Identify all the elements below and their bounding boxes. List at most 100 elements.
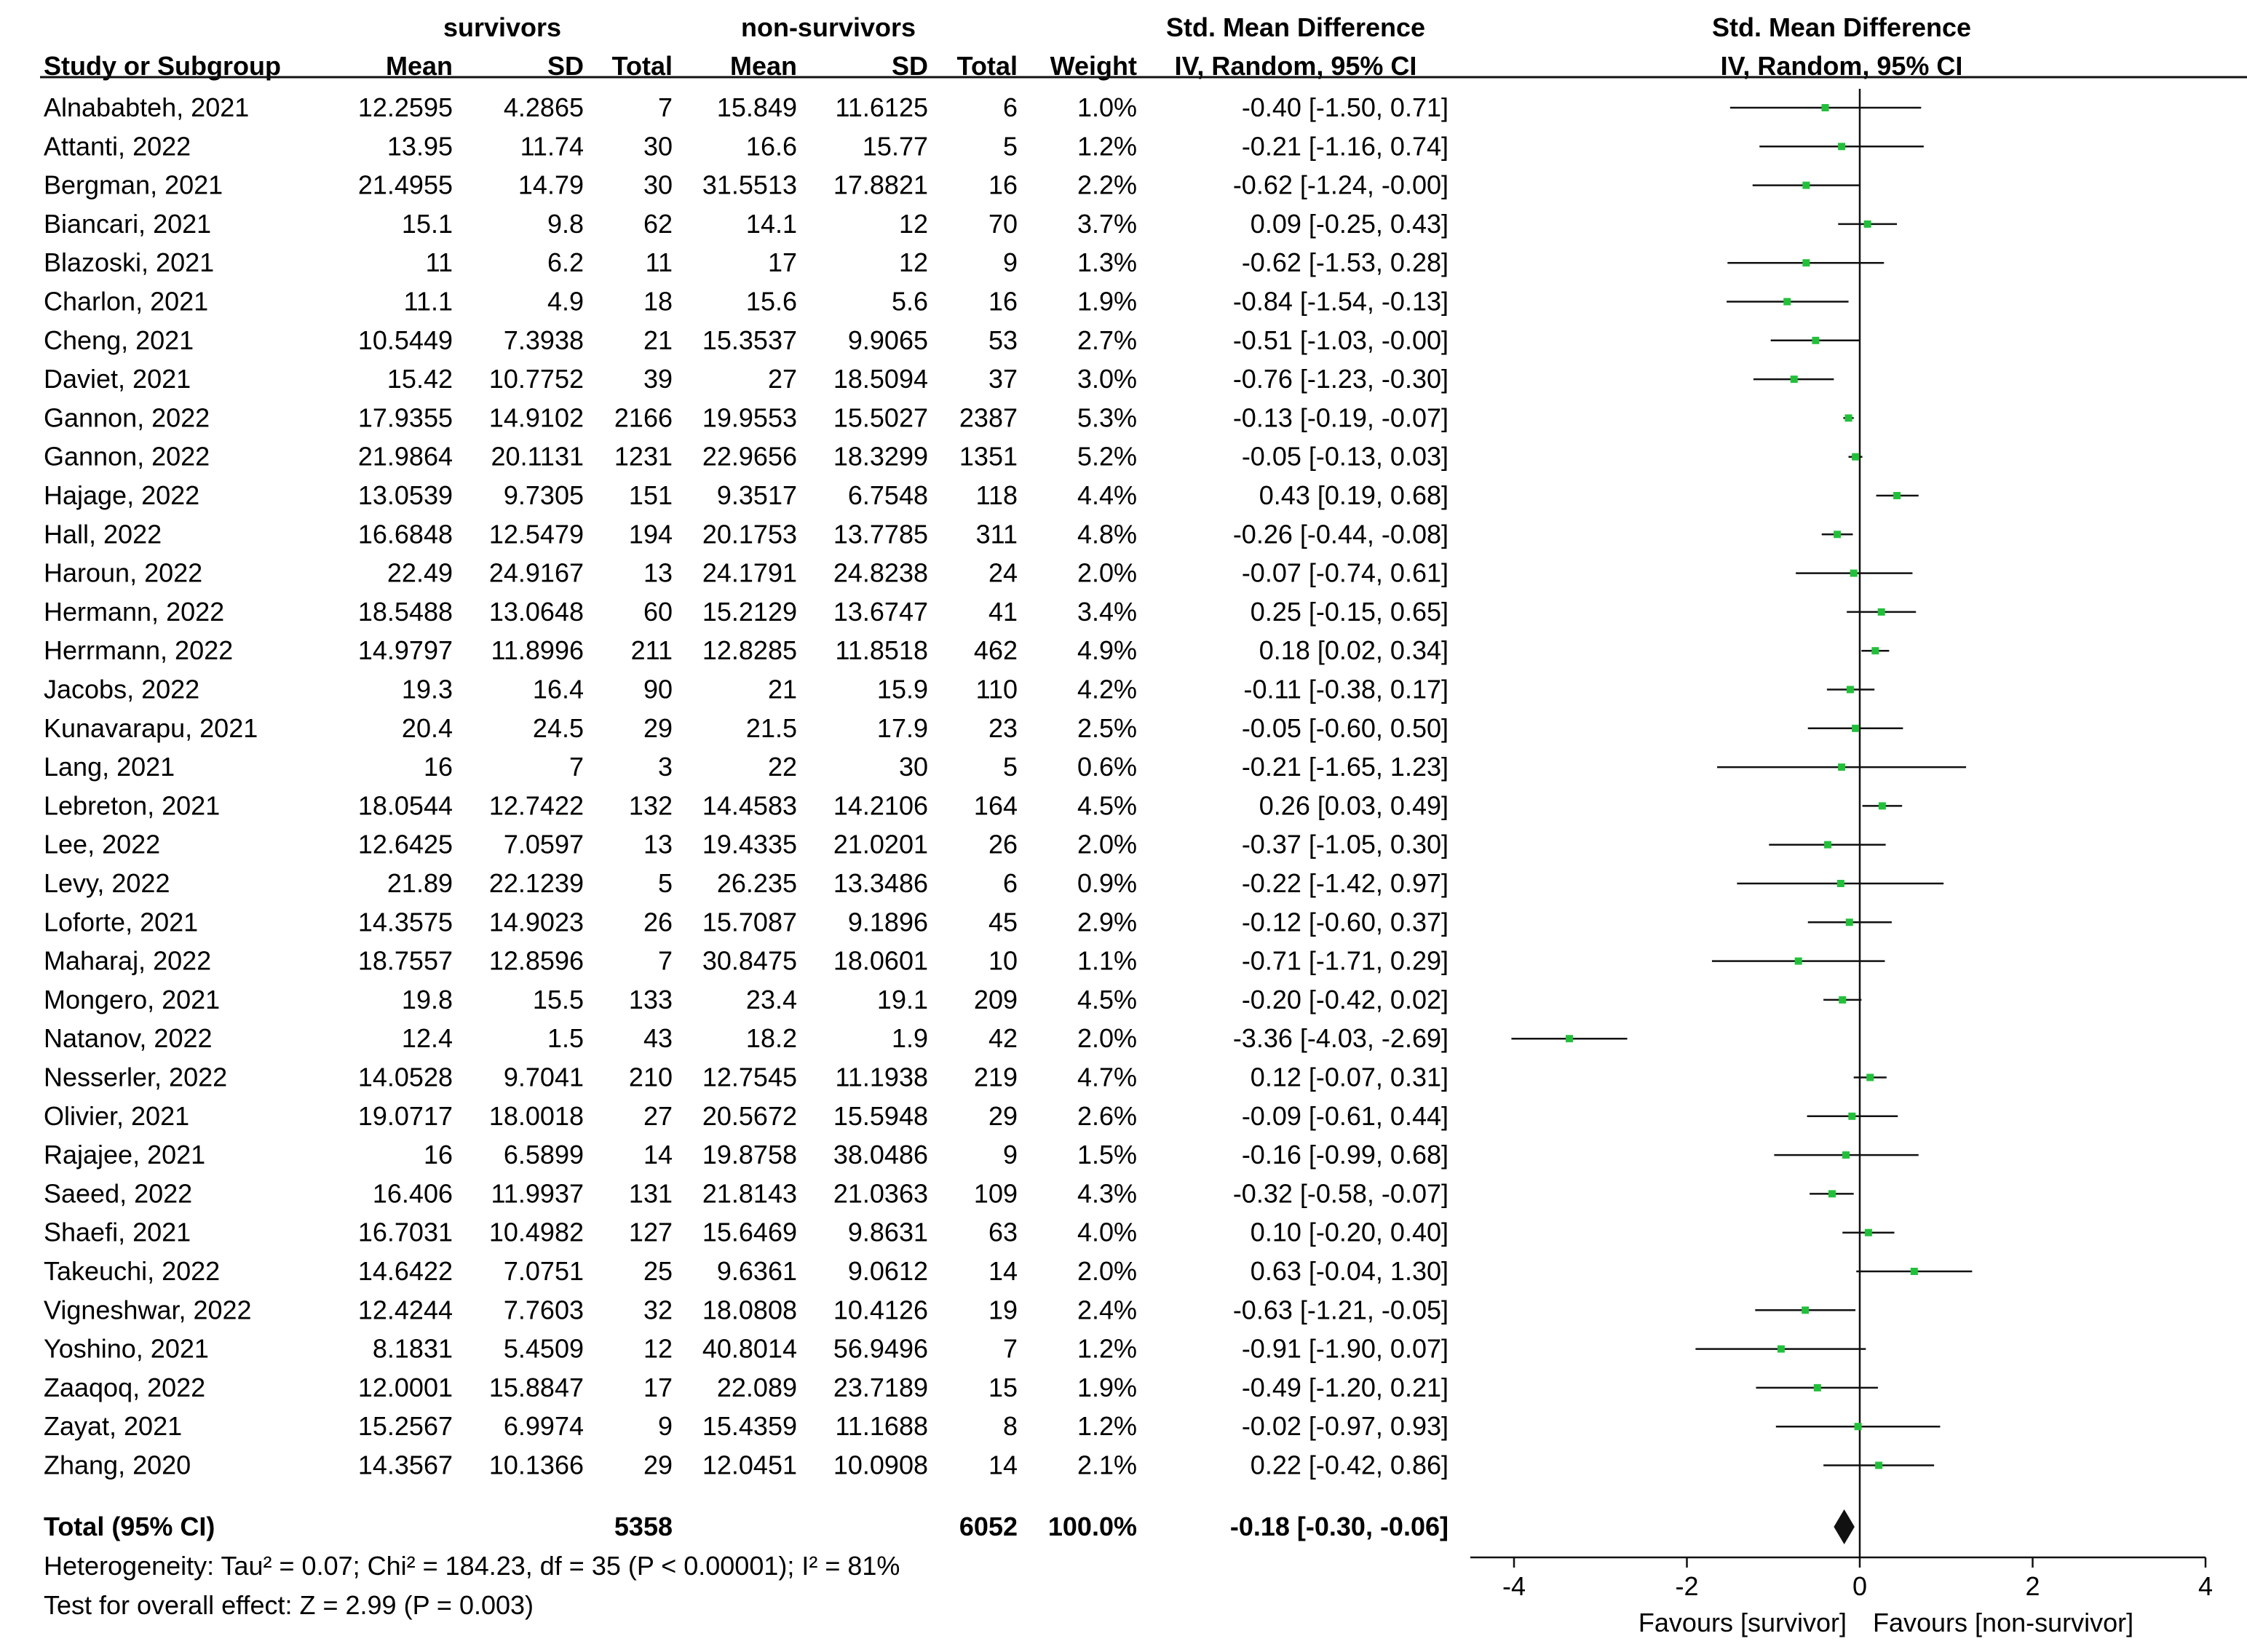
- favours-right-label: Favours [non-survivor]: [1873, 1608, 2133, 1637]
- study-ci: -0.49 [-1.20, 0.21]: [1242, 1373, 1449, 1402]
- survivor-total: 14: [643, 1140, 673, 1169]
- survivor-total: 30: [643, 131, 673, 161]
- study-weight: 2.2%: [1077, 170, 1137, 200]
- survivor-sd: 7.7603: [504, 1295, 584, 1325]
- table-row: Biancari, 2021 15.1 9.8 62 14.1 12 70 3.7% 0.09 …: [44, 209, 1449, 239]
- study-name: Olivier, 2021: [44, 1101, 189, 1131]
- nonsurvivor-mean: 24.1791: [702, 558, 797, 588]
- table-row: Hall, 2022 16.6848 12.5479 194 20.1753 13.778…: [44, 519, 1449, 549]
- col-total2: Total: [957, 51, 1018, 81]
- nonsurvivor-sd: 1.9: [892, 1023, 928, 1053]
- survivor-mean: 13.0539: [358, 480, 453, 510]
- table-row: Jacobs, 2022 19.3 16.4 90 21 15.9 110 4.2% -0.11…: [44, 675, 1449, 704]
- study-weight: 4.5%: [1077, 985, 1137, 1014]
- survivor-total: 13: [643, 830, 673, 859]
- nonsurvivor-total: 19: [988, 1295, 1018, 1325]
- nonsurvivor-sd: 13.7785: [833, 519, 928, 549]
- study-weight: 4.4%: [1077, 480, 1137, 510]
- study-weight: 4.3%: [1077, 1178, 1137, 1208]
- survivor-mean: 12.4: [402, 1023, 453, 1053]
- nonsurvivor-sd: 23.7189: [833, 1373, 928, 1402]
- table-row: Shaefi, 2021 16.7031 10.4982 127 15.6469 9.86…: [44, 1218, 1449, 1247]
- study-name: Lang, 2021: [44, 752, 175, 782]
- study-weight: 3.4%: [1077, 597, 1137, 627]
- nonsurvivor-mean: 22: [768, 752, 797, 782]
- nonsurvivor-mean: 19.4335: [702, 830, 797, 859]
- survivor-sd: 10.1366: [489, 1450, 584, 1480]
- study-ci: 0.09 [-0.25, 0.43]: [1251, 209, 1449, 239]
- survivor-sd: 6.5899: [504, 1140, 584, 1169]
- nonsurvivor-sd: 12: [899, 209, 928, 239]
- effect-marker: [1863, 220, 1871, 228]
- study-name: Lebreton, 2021: [44, 790, 220, 820]
- nonsurvivor-total: 29: [988, 1101, 1018, 1131]
- x-tick-label: -2: [1675, 1571, 1698, 1601]
- study-weight: 2.4%: [1077, 1295, 1137, 1325]
- nonsurvivor-sd: 15.5948: [833, 1101, 928, 1131]
- effect-marker: [1878, 802, 1886, 810]
- table-row: Kunavarapu, 2021 20.4 24.5 29 21.5 17.9 23 2.5%…: [44, 713, 1449, 743]
- survivor-sd: 5.4509: [504, 1334, 584, 1364]
- table-row: Lee, 2022 12.6425 7.0597 13 19.4335 21.0201 26…: [44, 830, 1449, 859]
- nonsurvivor-total: 9: [1003, 1140, 1018, 1169]
- forest-plot-area: -4 -2 0 2 4 Favours [survivor] Favours [non-su…: [1470, 89, 2213, 1637]
- study-ci: -0.62 [-1.24, -0.00]: [1233, 170, 1449, 200]
- study-weight: 4.7%: [1077, 1063, 1137, 1092]
- survivor-total: 39: [643, 364, 673, 394]
- survivor-total: 131: [629, 1178, 673, 1208]
- favours-left-label: Favours [survivor]: [1638, 1608, 1847, 1637]
- table-row: Lang, 2021 16 7 3 22 30 5 0.6% -0.21 [-1.65, 1.2…: [44, 752, 1449, 782]
- survivor-sd: 9.8: [547, 209, 584, 239]
- survivor-sd: 10.4982: [489, 1218, 584, 1247]
- study-weight: 3.0%: [1077, 364, 1137, 394]
- study-name: Bergman, 2021: [44, 170, 223, 200]
- survivor-mean: 19.8: [402, 985, 453, 1014]
- survivor-mean: 16.406: [373, 1178, 453, 1208]
- nonsurvivor-mean: 15.4359: [702, 1411, 797, 1441]
- study-weight: 2.7%: [1077, 325, 1137, 355]
- survivor-mean: 16: [424, 1140, 453, 1169]
- nonsurvivor-total: 5: [1003, 131, 1018, 161]
- heterogeneity-text: Heterogeneity: Tau² = 0.07; Chi² = 184.2…: [44, 1551, 900, 1581]
- col-sd2: SD: [892, 51, 928, 81]
- smd-method: IV, Random, 95% CI: [1175, 51, 1417, 81]
- survivor-mean: 18.5488: [358, 597, 453, 627]
- table-row: Levy, 2022 21.89 22.1239 5 26.235 13.3486 6 0.9…: [44, 868, 1449, 898]
- table-row: Rajajee, 2021 16 6.5899 14 19.8758 38.0486 9 1.…: [44, 1140, 1449, 1169]
- nonsurvivor-sd: 11.6125: [836, 92, 928, 122]
- study-ci: -0.91 [-1.90, 0.07]: [1242, 1334, 1449, 1364]
- effect-marker: [1871, 647, 1879, 655]
- effect-marker: [1864, 1228, 1872, 1236]
- nonsurvivor-mean: 21: [768, 675, 797, 704]
- study-ci: -0.71 [-1.71, 0.29]: [1242, 946, 1449, 976]
- table-row: Zhang, 2020 14.3567 10.1366 29 12.0451 10.090…: [44, 1450, 1449, 1480]
- effect-marker: [1802, 181, 1810, 189]
- effect-marker: [1836, 880, 1844, 887]
- nonsurvivor-total: 209: [974, 985, 1018, 1014]
- col-total1: Total: [612, 51, 673, 81]
- study-ci: -0.20 [-0.42, 0.02]: [1242, 985, 1449, 1014]
- survivor-total: 1231: [614, 442, 673, 472]
- table-row: Olivier, 2021 19.0717 18.0018 27 20.5672 15.5…: [44, 1101, 1449, 1131]
- survivor-total: 13: [643, 558, 673, 588]
- study-weight: 3.7%: [1077, 209, 1137, 239]
- survivor-mean: 15.42: [387, 364, 453, 394]
- table-row: Attanti, 2022 13.95 11.74 30 16.6 15.77 5 1.2% -…: [44, 131, 1449, 161]
- survivor-sd: 24.5: [533, 713, 584, 743]
- study-ci: -0.37 [-1.05, 0.30]: [1242, 830, 1449, 859]
- study-ci: 0.10 [-0.20, 0.40]: [1251, 1218, 1449, 1247]
- survivor-total: 26: [643, 907, 673, 937]
- nonsurvivor-total: 5: [1003, 752, 1018, 782]
- study-weight: 1.5%: [1077, 1140, 1137, 1169]
- nonsurvivor-total: 45: [988, 907, 1018, 937]
- study-ci: -0.21 [-1.16, 0.74]: [1242, 131, 1449, 161]
- nonsurvivor-mean: 15.3537: [702, 325, 797, 355]
- survivor-sd: 14.79: [518, 170, 584, 200]
- table-row: Charlon, 2021 11.1 4.9 18 15.6 5.6 16 1.9% -0.84…: [44, 287, 1449, 317]
- study-ci: -0.12 [-0.60, 0.37]: [1242, 907, 1449, 937]
- nonsurvivor-mean: 12.7545: [702, 1063, 797, 1092]
- col-weight: Weight: [1050, 51, 1137, 81]
- survivor-sd: 15.5: [533, 985, 584, 1014]
- effect-marker: [1783, 298, 1791, 306]
- effect-marker: [1777, 1345, 1785, 1353]
